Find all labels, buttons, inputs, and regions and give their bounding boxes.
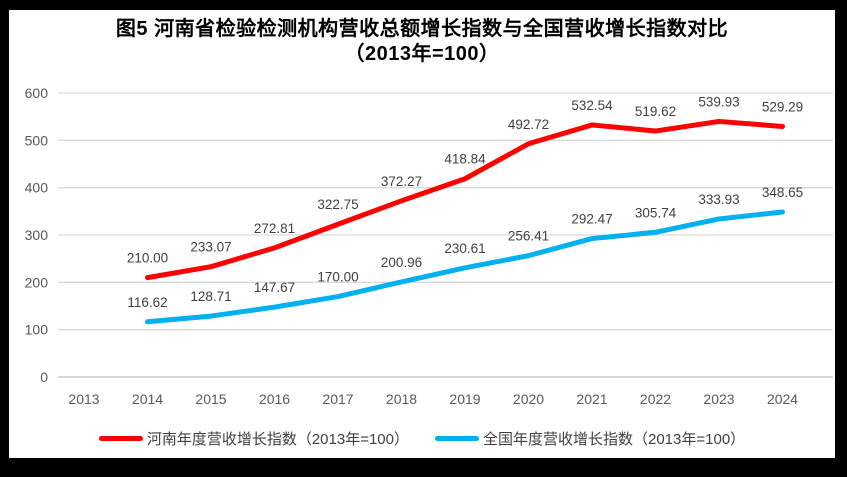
national-series-line: [145, 209, 785, 325]
value-label: 529.29: [762, 99, 803, 114]
x-tick-label: 2014: [132, 391, 163, 407]
legend-item-national: 全国年度营收增长指数（2013年=100）: [435, 428, 745, 449]
chart-title-line2: （2013年=100）: [344, 43, 500, 65]
value-label: 200.96: [381, 255, 422, 270]
x-tick-label: 2020: [513, 391, 544, 407]
value-label: 116.62: [127, 295, 167, 310]
value-label: 372.27: [381, 174, 422, 189]
value-label: 539.93: [698, 94, 739, 109]
value-label: 147.67: [254, 280, 295, 295]
chart-title-line1: 图5 河南省检验检测机构营收总额增长指数与全国营收增长指数对比: [115, 18, 729, 40]
value-label: 418.84: [444, 152, 486, 167]
value-label: 519.62: [635, 104, 676, 119]
x-tick-label: 2022: [640, 391, 671, 407]
value-label: 492.72: [508, 117, 549, 132]
y-tick-label: 100: [25, 322, 49, 338]
plot-area: 0 100 200 300 400 500 600 2013 2014 2015 2016 2017 2…: [25, 85, 833, 407]
value-label: 233.07: [190, 240, 231, 255]
y-tick-label: 500: [25, 132, 49, 148]
x-tick-label: 2018: [386, 391, 417, 407]
x-tick-label: 2016: [259, 391, 290, 407]
value-label: 333.93: [698, 192, 739, 207]
value-label: 128.71: [190, 289, 231, 304]
legend: 河南年度营收增长指数（2013年=100） 全国年度营收增长指数（2013年=1…: [9, 427, 835, 449]
henan-series-line: [145, 118, 785, 281]
legend-label-national: 全国年度营收增长指数（2013年=100）: [483, 430, 746, 448]
x-tick-label: 2024: [767, 391, 798, 407]
value-label: 210.00: [127, 251, 168, 266]
value-label: 305.74: [635, 205, 677, 220]
x-tick-label: 2021: [576, 391, 607, 407]
x-tick-label: 2023: [703, 391, 734, 407]
y-tick-label: 300: [25, 227, 49, 243]
y-tick-label: 200: [25, 274, 49, 290]
chart-title: 图5 河南省检验检测机构营收总额增长指数与全国营收增长指数对比 （2013年=1…: [9, 17, 835, 67]
national-series-swatch: [435, 435, 479, 441]
x-tick-label: 2019: [449, 391, 480, 407]
y-tick-label: 400: [25, 180, 49, 196]
value-label: 230.61: [444, 241, 485, 256]
value-label: 256.41: [508, 229, 549, 244]
x-tick-label: 2015: [195, 391, 226, 407]
value-label: 322.75: [317, 197, 358, 212]
henan-series-swatch: [98, 435, 143, 441]
y-tick-label: 0: [40, 369, 48, 385]
chart-canvas: 图5 河南省检验检测机构营收总额增长指数与全国营收增长指数对比 （2013年=1…: [9, 10, 835, 458]
value-label: 348.65: [762, 185, 803, 200]
value-label: 170.00: [317, 270, 358, 285]
legend-item-henan: 河南年度营收增长指数（2013年=100）: [98, 428, 409, 449]
value-label: 532.54: [571, 98, 613, 113]
value-label: 292.47: [571, 212, 612, 227]
y-tick-label: 600: [25, 85, 49, 101]
legend-label-henan: 河南年度营收增长指数（2013年=100）: [146, 430, 409, 448]
x-tick-label: 2013: [68, 391, 99, 407]
value-label: 272.81: [254, 221, 295, 236]
x-tick-label: 2017: [322, 391, 353, 407]
